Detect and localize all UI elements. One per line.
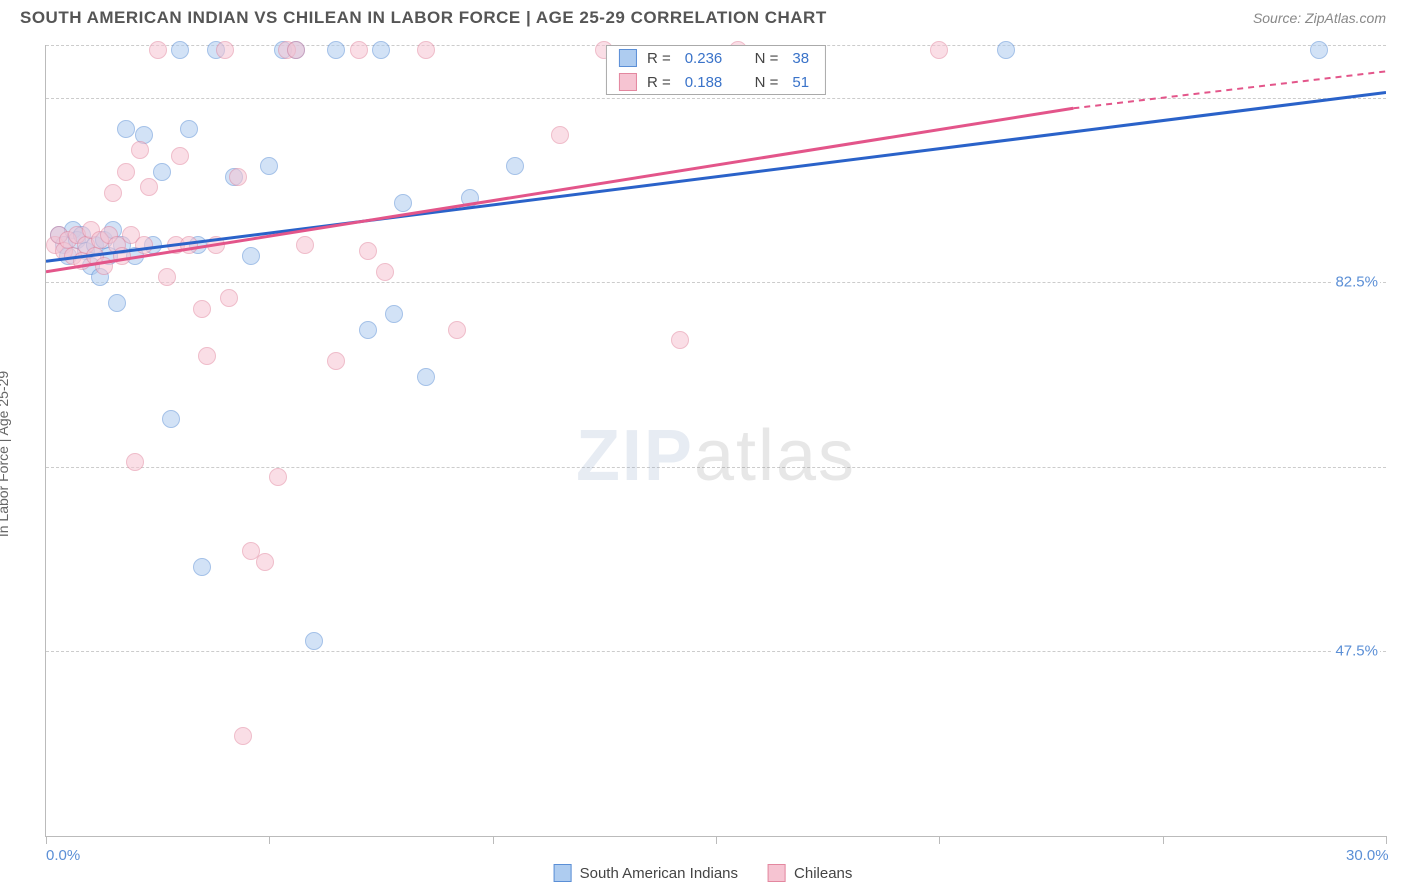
data-point — [269, 468, 287, 486]
data-point — [140, 178, 158, 196]
data-point — [551, 126, 569, 144]
data-point — [327, 41, 345, 59]
data-point — [372, 41, 390, 59]
data-point — [385, 305, 403, 323]
data-point — [359, 242, 377, 260]
watermark-bold: ZIP — [576, 416, 694, 496]
x-tick-label: 30.0% — [1346, 847, 1389, 864]
data-point — [171, 147, 189, 165]
data-point — [359, 321, 377, 339]
n-value-b: 51 — [792, 74, 809, 91]
data-point — [117, 120, 135, 138]
legend-label-a: South American Indians — [580, 865, 738, 882]
data-point — [287, 41, 305, 59]
x-tick — [939, 836, 940, 844]
watermark-thin: atlas — [694, 416, 856, 496]
n-label: N = — [755, 74, 779, 91]
data-point — [394, 194, 412, 212]
swatch-series-a-icon — [619, 49, 637, 67]
data-point — [220, 289, 238, 307]
chart-source: Source: ZipAtlas.com — [1253, 10, 1386, 26]
data-point — [104, 184, 122, 202]
data-point — [1310, 41, 1328, 59]
y-tick-label: 82.5% — [1333, 274, 1380, 291]
data-point — [126, 453, 144, 471]
swatch-b-icon — [768, 864, 786, 882]
plot-region: R = 0.236 N = 38 R = 0.188 N = 51 ZIPatl… — [45, 45, 1386, 837]
data-point — [149, 41, 167, 59]
data-point — [180, 120, 198, 138]
data-point — [95, 257, 113, 275]
r-value-a: 0.236 — [685, 50, 723, 67]
data-point — [193, 300, 211, 318]
data-point — [350, 41, 368, 59]
chart-area: R = 0.236 N = 38 R = 0.188 N = 51 ZIPatl… — [45, 45, 1386, 837]
data-point — [997, 41, 1015, 59]
x-tick — [716, 836, 717, 844]
n-label: N = — [755, 50, 779, 67]
y-axis-title: In Labor Force | Age 25-29 — [0, 371, 11, 537]
data-point — [327, 352, 345, 370]
data-point — [234, 727, 252, 745]
legend-row-series-b: R = 0.188 N = 51 — [607, 70, 825, 94]
data-point — [417, 368, 435, 386]
data-point — [930, 41, 948, 59]
data-point — [153, 163, 171, 181]
data-point — [671, 331, 689, 349]
legend-row-series-a: R = 0.236 N = 38 — [607, 46, 825, 70]
correlation-legend: R = 0.236 N = 38 R = 0.188 N = 51 — [606, 45, 826, 95]
n-value-a: 38 — [792, 50, 809, 67]
x-tick — [269, 836, 270, 844]
data-point — [193, 558, 211, 576]
data-point — [108, 294, 126, 312]
legend-item-a: South American Indians — [554, 864, 738, 882]
data-point — [198, 347, 216, 365]
data-point — [171, 41, 189, 59]
data-point — [135, 236, 153, 254]
chart-title: SOUTH AMERICAN INDIAN VS CHILEAN IN LABO… — [20, 8, 827, 28]
data-point — [256, 553, 274, 571]
swatch-series-b-icon — [619, 73, 637, 91]
trend-lines-layer — [46, 45, 1386, 836]
data-point — [216, 41, 234, 59]
x-tick-label: 0.0% — [46, 847, 80, 864]
data-point — [506, 157, 524, 175]
x-tick — [46, 836, 47, 844]
data-point — [260, 157, 278, 175]
data-point — [448, 321, 466, 339]
x-tick — [1386, 836, 1387, 844]
data-point — [305, 632, 323, 650]
x-tick — [493, 836, 494, 844]
data-point — [131, 141, 149, 159]
r-value-b: 0.188 — [685, 74, 723, 91]
data-point — [229, 168, 247, 186]
data-point — [113, 247, 131, 265]
watermark: ZIPatlas — [576, 415, 856, 497]
data-point — [180, 236, 198, 254]
data-point — [376, 263, 394, 281]
data-point — [117, 163, 135, 181]
gridline — [46, 651, 1386, 652]
swatch-a-icon — [554, 864, 572, 882]
gridline — [46, 282, 1386, 283]
chart-header: SOUTH AMERICAN INDIAN VS CHILEAN IN LABO… — [0, 0, 1406, 32]
x-tick — [1163, 836, 1164, 844]
gridline — [46, 98, 1386, 99]
legend-label-b: Chileans — [794, 865, 852, 882]
data-point — [461, 189, 479, 207]
data-point — [162, 410, 180, 428]
y-tick-label: 47.5% — [1333, 643, 1380, 660]
legend-item-b: Chileans — [768, 864, 852, 882]
data-point — [417, 41, 435, 59]
data-point — [296, 236, 314, 254]
gridline — [46, 467, 1386, 468]
r-label: R = — [647, 74, 671, 91]
r-label: R = — [647, 50, 671, 67]
data-point — [242, 247, 260, 265]
data-point — [158, 268, 176, 286]
series-legend: South American Indians Chileans — [554, 864, 853, 882]
data-point — [207, 236, 225, 254]
